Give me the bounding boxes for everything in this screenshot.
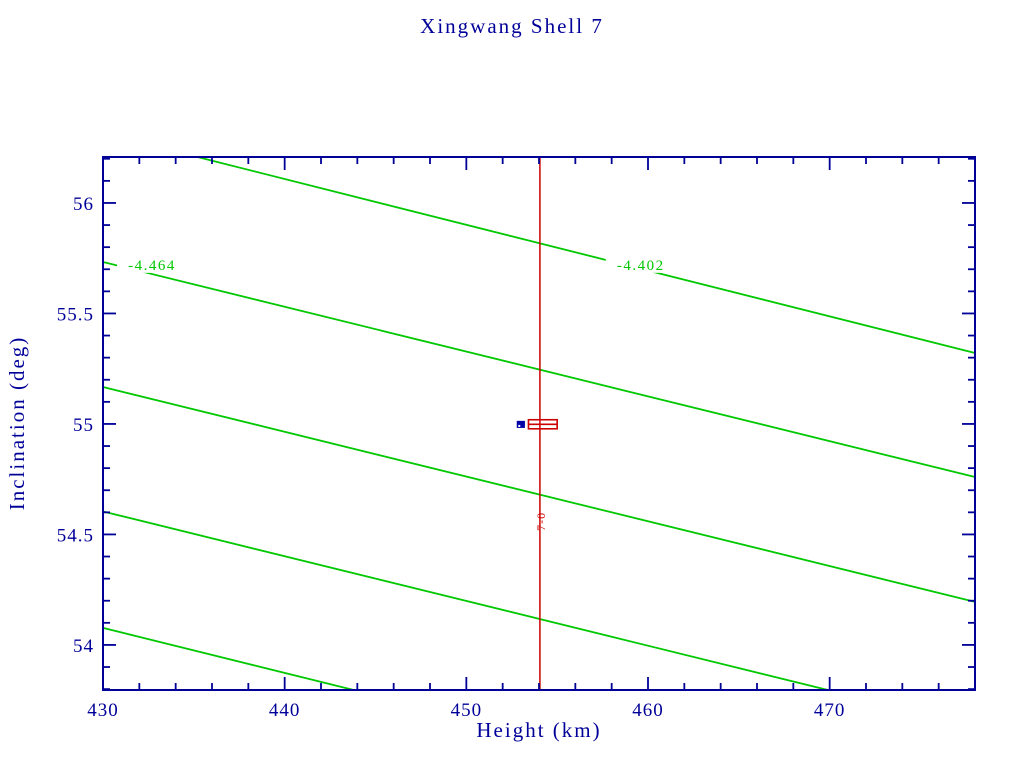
- contour-line: [102, 627, 354, 691]
- x-tick-label: 470: [814, 700, 846, 721]
- x-axis-title: Height (km): [476, 718, 602, 742]
- y-axis-title: Inclination (deg): [5, 335, 29, 511]
- y-tick-label: 56: [73, 194, 94, 215]
- contour-label: -4.402: [617, 258, 665, 274]
- x-tick-label: 450: [451, 700, 483, 721]
- chart-title: Xingwang Shell 7: [420, 14, 604, 38]
- y-tick-label: 54: [73, 636, 94, 657]
- contour-label: -4.464: [128, 258, 176, 274]
- satellite-marker-dot: [518, 424, 521, 427]
- x-tick-label: 440: [269, 700, 301, 721]
- y-tick-label: 55: [73, 415, 94, 436]
- contour-label-gap: [605, 256, 676, 273]
- contour-line: [102, 386, 976, 603]
- x-tick-label: 430: [87, 700, 119, 721]
- contour-label-gap: [117, 256, 188, 273]
- satellite-marker: [516, 420, 525, 428]
- contour-line: [197, 156, 976, 354]
- contour-line: [102, 261, 976, 478]
- y-tick-label: 54.5: [57, 525, 94, 546]
- vline-label: 7-0: [534, 512, 548, 531]
- contour-line: [102, 510, 829, 691]
- x-tick-label: 460: [632, 700, 664, 721]
- y-tick-label: 55.5: [57, 304, 94, 325]
